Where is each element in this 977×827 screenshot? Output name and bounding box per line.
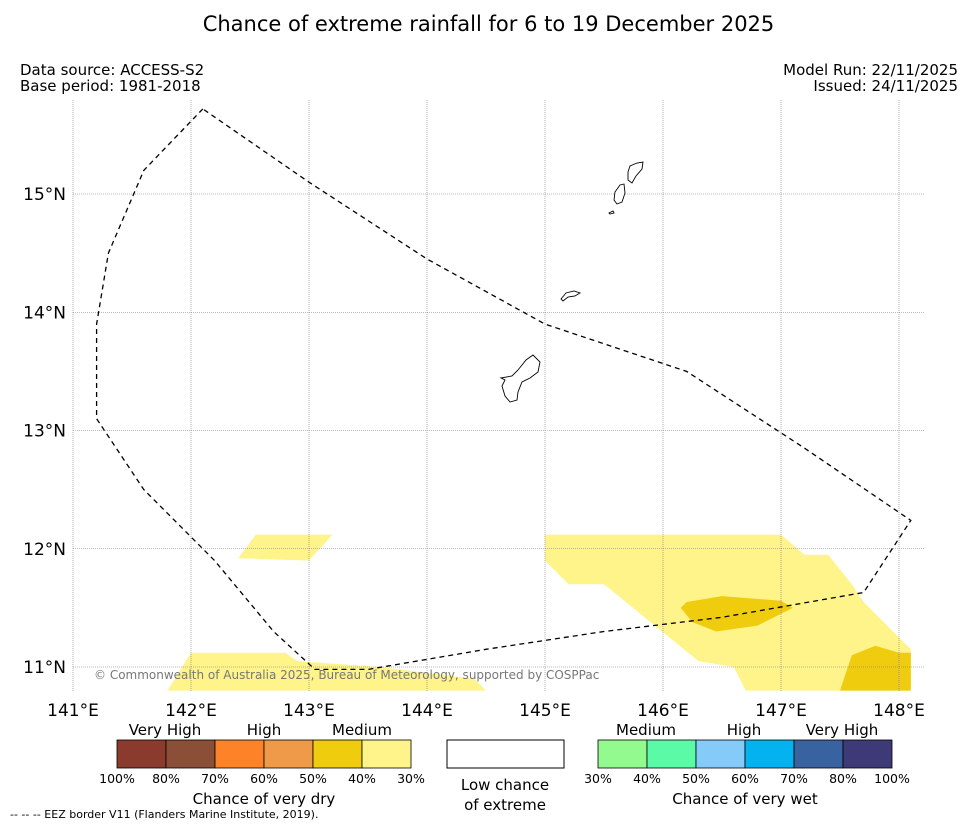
- legend-dry-tick-5: 40%: [348, 771, 376, 786]
- legend-dry-tick-1: 80%: [152, 771, 180, 786]
- meta-right: Model Run: 22/11/2025 Issued: 24/11/2025: [783, 62, 958, 94]
- legend-dry-swatch-0: [116, 739, 167, 769]
- legend-dry: Very High High Medium 100% 80% 70% 60% 50% 40…: [99, 721, 425, 808]
- legend-dry-tick-3: 60%: [250, 771, 278, 786]
- legend-wet-cat-2: Very High: [806, 721, 879, 739]
- legend-wet-swatch-0: [597, 739, 648, 769]
- legend-wet-swatch-5: [842, 739, 893, 769]
- legend-low-line2: of extreme: [464, 796, 546, 814]
- lon-label-6: 147°E: [755, 701, 807, 721]
- legend-dry-swatch-1: [165, 739, 216, 769]
- latitude-labels: 11°N 12°N 13°N 14°N 15°N: [23, 185, 66, 678]
- longitude-labels: 141°E 142°E 143°E 144°E 145°E 146°E 147°E 148°E: [47, 701, 925, 721]
- legend-dry-swatch-2: [214, 739, 265, 769]
- legend-wet-tick-0: 30%: [584, 771, 612, 786]
- island-rota: [560, 290, 582, 302]
- legend-wet-swatch-1: [646, 739, 697, 769]
- legend-wet-title: Chance of very wet: [672, 790, 818, 808]
- lon-label-1: 142°E: [165, 701, 217, 721]
- rainfall-area-1: [167, 652, 486, 691]
- legend-dry-swatch-5: [361, 739, 412, 769]
- legend-wet-tick-1: 40%: [633, 771, 661, 786]
- legend-dry-title: Chance of very dry: [193, 790, 336, 808]
- island-guam: [499, 354, 541, 403]
- legend-wet-tick-5: 80%: [829, 771, 857, 786]
- map-title: Chance of extreme rainfall for 6 to 19 D…: [202, 12, 775, 36]
- legend-dry-swatch-4: [312, 739, 363, 769]
- island-tinian: [613, 183, 626, 205]
- legend-low-swatch: [446, 739, 565, 769]
- legend-wet-tick-3: 60%: [731, 771, 759, 786]
- legend-wet: Medium High Very High 30% 40% 50% 60% 70% 80%…: [584, 721, 910, 808]
- lon-label-2: 143°E: [283, 701, 335, 721]
- legend-wet-swatch-2: [695, 739, 746, 769]
- lon-label-5: 146°E: [637, 701, 689, 721]
- legend-wet-swatch-4: [793, 739, 844, 769]
- issued-date: Issued: 24/11/2025: [813, 77, 958, 95]
- legend-dry-cat-2: Medium: [332, 721, 392, 739]
- legend-dry-tick-0: 100%: [99, 771, 135, 786]
- legend-dry-tick-2: 70%: [201, 771, 229, 786]
- legend-low-line1: Low chance: [461, 776, 549, 794]
- lon-label-4: 145°E: [519, 701, 571, 721]
- legend-wet-cat-1: High: [727, 721, 761, 739]
- lon-label-7: 148°E: [873, 701, 925, 721]
- lat-label-0: 11°N: [23, 658, 66, 678]
- lon-label-0: 141°E: [47, 701, 99, 721]
- copyright-text: © Commonwealth of Australia 2025, Bureau…: [94, 668, 599, 682]
- legend-wet-tick-6: 100%: [874, 771, 910, 786]
- model-run: Model Run: 22/11/2025: [783, 61, 958, 79]
- meta-left: Data source: ACCESS-S2 Base period: 1981…: [20, 62, 204, 94]
- legend-dry-cat-0: Very High: [129, 721, 202, 739]
- legend-wet-tick-4: 70%: [780, 771, 808, 786]
- lat-label-3: 14°N: [23, 303, 66, 323]
- rainfall-area-0: [238, 534, 333, 561]
- gridlines: [72, 100, 924, 692]
- rainfall-area-3: [680, 596, 793, 632]
- island-saipan: [627, 161, 644, 184]
- legend-wet-swatch-3: [744, 739, 795, 769]
- data-source: Data source: ACCESS-S2: [20, 61, 205, 79]
- islands: [499, 161, 644, 403]
- island-aguijan: [608, 210, 615, 215]
- footnote-eez: -- -- -- EEZ border V11 (Flanders Marine…: [10, 808, 319, 821]
- lat-label-2: 13°N: [23, 422, 66, 442]
- legend-wet-tick-2: 50%: [682, 771, 710, 786]
- eez-border: [95, 108, 912, 671]
- legend-wet-cat-0: Medium: [616, 721, 676, 739]
- lon-label-3: 144°E: [401, 701, 453, 721]
- legend-low: Low chance of extreme: [446, 739, 565, 814]
- legend-dry-tick-4: 50%: [299, 771, 327, 786]
- base-period: Base period: 1981-2018: [20, 77, 201, 95]
- legend-dry-swatch-3: [263, 739, 314, 769]
- rainfall-area-4: [840, 645, 911, 691]
- lat-label-4: 15°N: [23, 185, 66, 205]
- legend-dry-cat-1: High: [247, 721, 281, 739]
- lat-label-1: 12°N: [23, 540, 66, 560]
- legend-dry-tick-6: 30%: [397, 771, 425, 786]
